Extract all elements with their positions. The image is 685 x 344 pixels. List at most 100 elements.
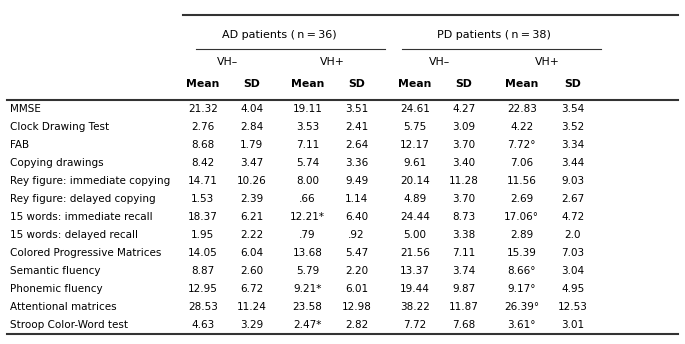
Text: 11.56: 11.56 [507,176,536,186]
Text: VH+: VH+ [535,57,560,67]
Text: 6.04: 6.04 [240,248,264,258]
Text: 4.89: 4.89 [403,194,427,204]
Text: 3.44: 3.44 [561,158,584,168]
Text: 2.20: 2.20 [345,266,368,276]
Text: 2.64: 2.64 [345,140,369,150]
Text: 23.58: 23.58 [292,302,323,312]
Text: Colored Progressive Matrices: Colored Progressive Matrices [10,248,162,258]
Text: 2.60: 2.60 [240,266,264,276]
Text: Attentional matrices: Attentional matrices [10,302,117,312]
Text: 3.29: 3.29 [240,321,264,331]
Text: 2.67: 2.67 [561,194,584,204]
Text: 24.44: 24.44 [400,212,430,222]
Text: 4.72: 4.72 [561,212,584,222]
Text: 3.04: 3.04 [561,266,584,276]
Text: 19.44: 19.44 [400,284,430,294]
Text: 6.40: 6.40 [345,212,368,222]
Text: 21.32: 21.32 [188,104,218,114]
Text: 3.09: 3.09 [453,122,475,132]
Text: AD patients ( n = 36): AD patients ( n = 36) [223,31,337,41]
Text: 26.39°: 26.39° [504,302,539,312]
Text: 7.72°: 7.72° [508,140,536,150]
Text: 7.03: 7.03 [561,248,584,258]
Text: 2.39: 2.39 [240,194,264,204]
Text: 12.98: 12.98 [342,302,371,312]
Text: 12.21*: 12.21* [290,212,325,222]
Text: 10.26: 10.26 [237,176,266,186]
Text: 2.0: 2.0 [564,230,581,240]
Text: 15 words: immediate recall: 15 words: immediate recall [10,212,153,222]
Text: 6.01: 6.01 [345,284,368,294]
Text: 11.87: 11.87 [449,302,479,312]
Text: 22.83: 22.83 [507,104,536,114]
Text: Rey figure: delayed copying: Rey figure: delayed copying [10,194,155,204]
Text: 12.95: 12.95 [188,284,218,294]
Text: 8.87: 8.87 [191,266,214,276]
Text: 3.34: 3.34 [561,140,584,150]
Text: 4.22: 4.22 [510,122,534,132]
Text: 17.06°: 17.06° [504,212,539,222]
Text: Rey figure: immediate copying: Rey figure: immediate copying [10,176,171,186]
Text: 8.00: 8.00 [296,176,319,186]
Text: .66: .66 [299,194,316,204]
Text: 3.40: 3.40 [453,158,475,168]
Text: 11.24: 11.24 [237,302,267,312]
Text: 1.53: 1.53 [191,194,214,204]
Text: 2.22: 2.22 [240,230,264,240]
Text: 8.68: 8.68 [191,140,214,150]
Text: 3.52: 3.52 [561,122,584,132]
Text: VH–: VH– [429,57,450,67]
Text: 9.17°: 9.17° [508,284,536,294]
Text: Mean: Mean [291,79,324,89]
Text: 2.84: 2.84 [240,122,264,132]
Text: MMSE: MMSE [10,104,41,114]
Text: 3.54: 3.54 [561,104,584,114]
Text: 19.11: 19.11 [292,104,323,114]
Text: 14.05: 14.05 [188,248,218,258]
Text: 12.17: 12.17 [400,140,430,150]
Text: 5.79: 5.79 [296,266,319,276]
Text: Mean: Mean [398,79,432,89]
Text: 5.47: 5.47 [345,248,369,258]
Text: 4.27: 4.27 [452,104,475,114]
Text: Clock Drawing Test: Clock Drawing Test [10,122,110,132]
Text: 4.04: 4.04 [240,104,264,114]
Text: 2.69: 2.69 [510,194,534,204]
Text: 3.74: 3.74 [452,266,475,276]
Text: 38.22: 38.22 [400,302,430,312]
Text: 7.72: 7.72 [403,321,427,331]
Text: 7.11: 7.11 [452,248,475,258]
Text: 18.37: 18.37 [188,212,218,222]
Text: 14.71: 14.71 [188,176,218,186]
Text: 1.95: 1.95 [191,230,214,240]
Text: 7.06: 7.06 [510,158,534,168]
Text: .92: .92 [348,230,365,240]
Text: 9.21*: 9.21* [293,284,322,294]
Text: 5.75: 5.75 [403,122,427,132]
Text: 9.87: 9.87 [452,284,475,294]
Text: 5.74: 5.74 [296,158,319,168]
Text: 2.82: 2.82 [345,321,369,331]
Text: 2.76: 2.76 [191,122,214,132]
Text: 15.39: 15.39 [507,248,536,258]
Text: 8.42: 8.42 [191,158,214,168]
Text: 3.61°: 3.61° [508,321,536,331]
Text: .79: .79 [299,230,316,240]
Text: Semantic fluency: Semantic fluency [10,266,101,276]
Text: 20.14: 20.14 [400,176,430,186]
Text: 5.00: 5.00 [403,230,427,240]
Text: 9.61: 9.61 [403,158,427,168]
Text: 7.11: 7.11 [296,140,319,150]
Text: 9.03: 9.03 [561,176,584,186]
Text: 3.53: 3.53 [296,122,319,132]
Text: 8.66°: 8.66° [508,266,536,276]
Text: 2.89: 2.89 [510,230,534,240]
Text: SD: SD [243,79,260,89]
Text: 13.68: 13.68 [292,248,323,258]
Text: SD: SD [348,79,365,89]
Text: 6.72: 6.72 [240,284,264,294]
Text: Copying drawings: Copying drawings [10,158,104,168]
Text: Mean: Mean [505,79,538,89]
Text: PD patients ( n = 38): PD patients ( n = 38) [437,31,551,41]
Text: 4.63: 4.63 [191,321,214,331]
